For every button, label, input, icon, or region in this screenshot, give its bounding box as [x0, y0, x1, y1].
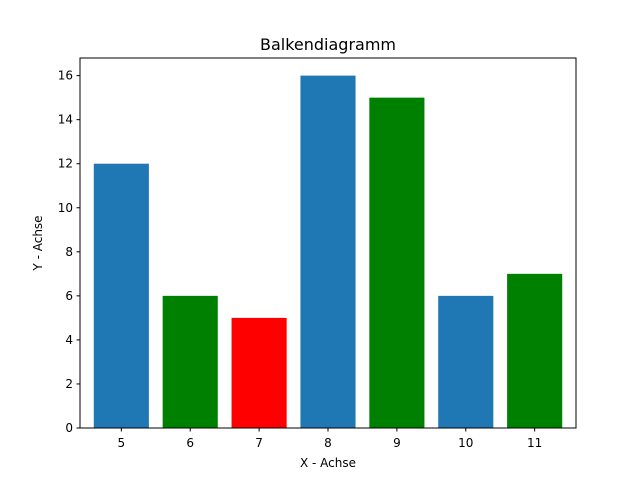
x-tick-label: 8: [324, 436, 332, 450]
bar-10: [438, 295, 494, 428]
x-tick-label: 6: [186, 436, 194, 450]
y-tick-label: 8: [65, 245, 73, 259]
bar-9: [369, 97, 425, 429]
x-tick-label: 10: [458, 436, 473, 450]
x-axis: 5 6 7 8 9 10 11: [118, 428, 542, 450]
y-tick-label: 16: [58, 69, 73, 83]
x-axis-label: X - Achse: [300, 456, 356, 470]
y-tick-label: 2: [65, 377, 73, 391]
x-tick-label: 11: [527, 436, 542, 450]
bar-8: [300, 75, 356, 428]
chart-title: Balkendiagramm: [260, 35, 396, 54]
x-tick-label: 5: [118, 436, 126, 450]
y-axis: 0 2 4 6 8 10 12 14 16: [58, 69, 80, 435]
x-tick-label: 9: [393, 436, 401, 450]
y-tick-label: 0: [65, 421, 73, 435]
bar-6: [162, 295, 218, 428]
bar-11: [507, 273, 563, 428]
y-tick-label: 10: [58, 201, 73, 215]
y-tick-label: 6: [65, 289, 73, 303]
bar-5: [93, 163, 149, 428]
y-tick-label: 12: [58, 157, 73, 171]
bars-layer: [93, 75, 563, 429]
y-tick-label: 4: [65, 333, 73, 347]
x-tick-label: 7: [255, 436, 263, 450]
bar-7: [231, 317, 287, 428]
y-tick-label: 14: [58, 113, 73, 127]
y-axis-label: Y - Achse: [31, 215, 45, 271]
